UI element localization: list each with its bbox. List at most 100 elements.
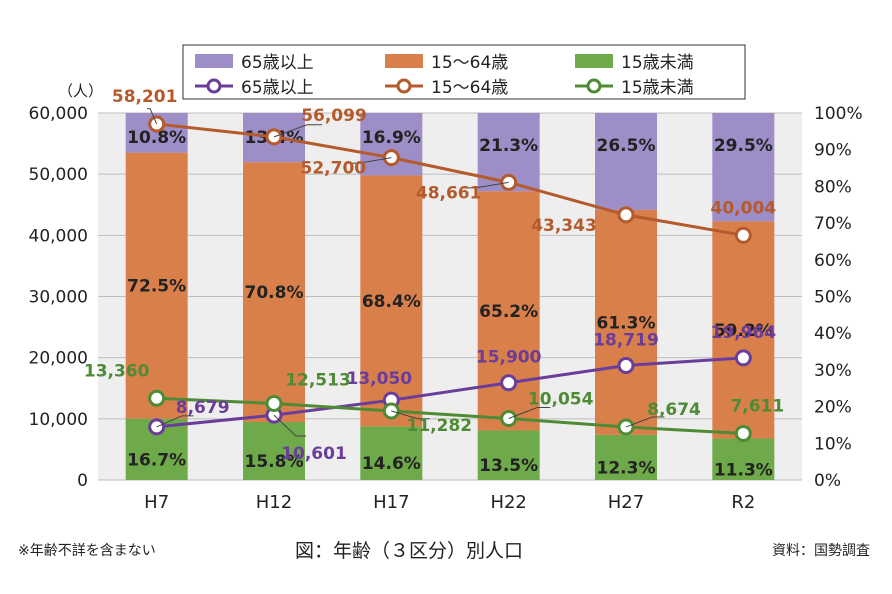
x-tick-label: R2 (731, 492, 755, 513)
line-15-64-data-label: 56,099 (301, 106, 367, 126)
line-over65-point (500, 374, 518, 392)
population-chart: 0 10,000 20,000 30,000 40,000 50,000 60,000 （人）… (29, 44, 863, 513)
line-15-64-data-label: 52,700 (301, 159, 367, 179)
figure-caption: 図：年齢（３区分）別人口 (295, 540, 524, 562)
line-over65-data-label: 10,601 (281, 444, 347, 464)
data-label-leader (391, 410, 430, 420)
legend-line-label: 15歳未満 (621, 78, 694, 98)
legend-bar-swatch (385, 54, 423, 68)
line-15-64-data-label: 58,201 (112, 87, 178, 107)
legend-line-marker (396, 78, 412, 94)
bar-under15-pct-label: 13.5% (479, 456, 538, 476)
line-15-64 (156, 122, 744, 237)
y-right-tick-label: 90% (814, 141, 852, 161)
bar-over65-pct-label: 16.9% (362, 128, 421, 148)
y-right-tick-label: 20% (814, 398, 852, 418)
y-right-tick-label: 80% (814, 177, 852, 197)
line-under15-point (500, 410, 518, 428)
data-label-leader (508, 407, 551, 419)
y-right-tick-label: 70% (814, 214, 852, 234)
line-15-64-data-label: 40,004 (711, 198, 777, 218)
bar-over65 (595, 113, 657, 210)
bar-15-64-pct-label: 70.8% (245, 283, 304, 303)
bar-over65-pct-label: 21.3% (479, 136, 538, 156)
legend-bar-label: 15～64歳 (431, 53, 508, 73)
y-right-tick-label: 60% (814, 251, 852, 271)
legend-bar-swatch (195, 54, 233, 68)
y-left-unit-label: （人） (58, 82, 103, 100)
y-right-tick-label: 0% (814, 471, 841, 491)
bar-under15 (243, 422, 305, 480)
bar-over65-pct-label: 26.5% (597, 136, 656, 156)
data-label-leader (273, 414, 306, 437)
bar-over65 (712, 113, 775, 222)
footnote: ※年齢不詳を含まない (18, 543, 156, 559)
legend-line-label: 65歳以上 (241, 78, 314, 98)
line-under15-data-label: 12,513 (285, 370, 351, 390)
bar-under15-pct-label: 14.6% (362, 454, 421, 474)
line-under15-data-label: 13,360 (84, 361, 150, 381)
line-over65-point (734, 349, 752, 367)
y-left-tick-label: 0 (77, 471, 88, 491)
line-over65-data-label: 13,050 (347, 369, 413, 389)
bar-under15 (712, 438, 775, 480)
bar-under15-pct-label: 15.8% (245, 452, 304, 472)
bar-15-64 (243, 162, 305, 423)
bar-15-64 (360, 175, 423, 427)
y-right-tick-label: 10% (814, 434, 852, 454)
x-tick-label: H27 (608, 492, 644, 513)
x-tick-label: H7 (144, 492, 169, 513)
line-under15-data-label: 11,282 (407, 416, 473, 436)
bar-15-64-pct-label: 68.4% (362, 292, 421, 312)
y-left-tick-label: 50,000 (29, 165, 88, 185)
legend-bar-label: 65歳以上 (241, 53, 314, 73)
data-label-leader (460, 181, 509, 189)
bar-15-64-pct-label: 59.2% (714, 321, 773, 341)
line-15-64-point (734, 226, 752, 244)
bar-over65-pct-label: 29.5% (714, 136, 773, 156)
line-under15-data-label: 10,054 (528, 390, 594, 410)
data-label-leader (344, 157, 392, 164)
y-left-tick-label: 10,000 (29, 410, 88, 430)
legend-bar-swatch (575, 54, 613, 68)
bar-under15-pct-label: 12.3% (597, 458, 656, 478)
y-right-tick-label: 50% (814, 288, 852, 308)
legend-box (182, 44, 746, 100)
line-over65 (156, 356, 744, 429)
bar-15-64 (125, 152, 188, 419)
bar-under15-pct-label: 11.3% (714, 460, 773, 480)
data-label-leader (156, 415, 194, 428)
legend-line-marker (206, 78, 222, 94)
line-over65-data-label: 8,679 (176, 398, 230, 418)
data-label-leader (273, 124, 322, 138)
bar-under15 (477, 430, 540, 480)
line-under15-point (734, 424, 752, 442)
y-right-tick-label: 30% (814, 361, 852, 381)
y-right-tick-label: 40% (814, 324, 852, 344)
x-tick-label: H17 (373, 492, 409, 513)
bar-15-64 (712, 221, 775, 439)
y-right-tick-label: 100% (814, 104, 863, 124)
line-under15-point (148, 389, 166, 407)
legend-line-label: 15～64歳 (431, 78, 508, 98)
line-over65-data-label: 15,900 (476, 348, 542, 368)
source-note: 資料：国勢調査 (772, 543, 870, 559)
bar-15-64 (595, 209, 657, 435)
bar-15-64-pct-label: 65.2% (479, 302, 538, 322)
bar-under15 (595, 434, 657, 480)
bar-under15-pct-label: 16.7% (127, 450, 186, 470)
line-under15-data-label: 8,674 (647, 400, 701, 420)
y-left-tick-label: 60,000 (29, 104, 88, 124)
x-tick-label: H12 (256, 492, 292, 513)
line-under15-data-label: 7,611 (730, 396, 784, 416)
y-left-tick-label: 20,000 (29, 349, 88, 369)
legend-bar-label: 15歳未満 (621, 53, 694, 73)
y-left-tick-label: 40,000 (29, 226, 88, 246)
bar-15-64-pct-label: 61.3% (597, 313, 656, 333)
line-under15-point (265, 394, 283, 412)
line-15-64-point (617, 206, 635, 224)
line-over65-data-label: 18,719 (593, 331, 659, 351)
y-left-tick-label: 30,000 (29, 288, 88, 308)
line-15-64-data-label: 43,343 (531, 216, 597, 236)
line-over65-data-label: 19,964 (711, 323, 777, 343)
